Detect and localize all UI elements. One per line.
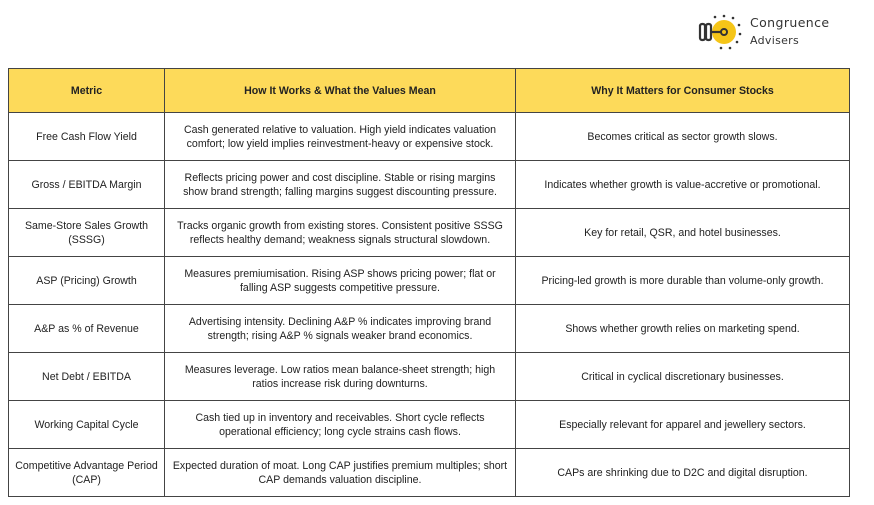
metric-cell: Net Debt / EBITDA [8,352,165,401]
table-row: Free Cash Flow Yield Cash generated relat… [8,112,850,161]
table-row: Net Debt / EBITDA Measures leverage. Low … [8,352,850,401]
table-header-row: Metric How It Works & What the Values Me… [8,68,850,113]
importance-cell: Shows whether growth relies on marketing… [515,304,850,353]
metric-cell: A&P as % of Revenue [8,304,165,353]
metric-cell: Working Capital Cycle [8,400,165,449]
metrics-table: Metric How It Works & What the Values Me… [8,68,850,497]
brand-name-line1: Congruence [750,15,830,30]
header-why-it-matters: Why It Matters for Consumer Stocks [515,68,850,113]
table-row: Same-Store Sales Growth (SSSG) Tracks org… [8,208,850,257]
brand-logo: Congruence Advisers [697,12,829,52]
explanation-cell: Measures leverage. Low ratios mean balan… [164,352,516,401]
metric-cell: Free Cash Flow Yield [8,112,165,161]
importance-cell: Pricing-led growth is more durable than … [515,256,850,305]
metric-cell: Gross / EBITDA Margin [8,160,165,209]
explanation-cell: Expected duration of moat. Long CAP just… [164,448,516,497]
explanation-cell: Measures premiumisation. Rising ASP show… [164,256,516,305]
metric-cell: Same-Store Sales Growth (SSSG) [8,208,165,257]
explanation-cell: Tracks organic growth from existing stor… [164,208,516,257]
table-row: Gross / EBITDA Margin Reflects pricing po… [8,160,850,209]
importance-cell: CAPs are shrinking due to D2C and digita… [515,448,850,497]
key-logo-icon [698,14,742,50]
table-row: A&P as % of Revenue Advertising intensity… [8,304,850,353]
table-row: ASP (Pricing) Growth Measures premiumisat… [8,256,850,305]
metric-cell: ASP (Pricing) Growth [8,256,165,305]
explanation-cell: Reflects pricing power and cost discipli… [164,160,516,209]
table-row: Working Capital Cycle Cash tied up in inv… [8,400,850,449]
explanation-cell: Advertising intensity. Declining A&P % i… [164,304,516,353]
importance-cell: Especially relevant for apparel and jewe… [515,400,850,449]
brand-name-line2: Advisers [750,34,800,47]
table-row: Competitive Advantage Period (CAP) Expect… [8,448,850,497]
importance-cell: Key for retail, QSR, and hotel businesse… [515,208,850,257]
importance-cell: Indicates whether growth is value-accret… [515,160,850,209]
importance-cell: Critical in cyclical discretionary busin… [515,352,850,401]
header-how-it-works: How It Works & What the Values Mean [164,68,516,113]
explanation-cell: Cash tied up in inventory and receivable… [164,400,516,449]
header-metric: Metric [8,68,165,113]
importance-cell: Becomes critical as sector growth slows. [515,112,850,161]
metric-cell: Competitive Advantage Period (CAP) [8,448,165,497]
explanation-cell: Cash generated relative to valuation. Hi… [164,112,516,161]
